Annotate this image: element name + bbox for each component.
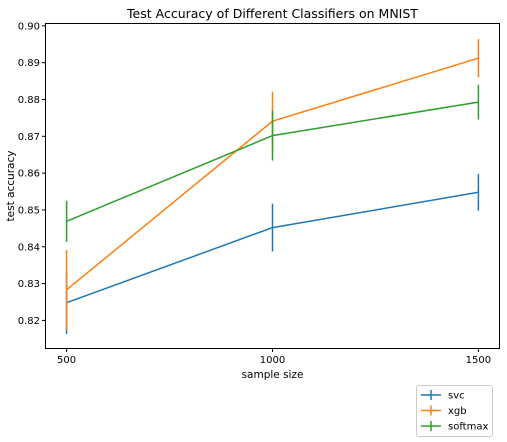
legend-label: xgb: [448, 406, 467, 417]
y-tick-label: 0.82: [18, 316, 40, 327]
x-tick-label: 1500: [466, 355, 491, 366]
x-axis-label: sample size: [242, 369, 304, 381]
y-tick-label: 0.85: [18, 205, 40, 216]
y-tick-label: 0.86: [18, 169, 40, 180]
legend: svc xgb softmax: [416, 385, 493, 437]
series-softmax: [65, 84, 480, 242]
legend-item-svc: svc: [421, 390, 465, 402]
plot-frame: [45, 23, 500, 349]
x-tick-label: 1000: [260, 355, 285, 366]
x-tick-label: 500: [57, 355, 76, 366]
y-tick-label: 0.88: [18, 95, 40, 106]
y-tick-label: 0.83: [18, 279, 40, 290]
y-tick-label: 0.87: [18, 132, 40, 143]
y-axis: 0.82 0.83 0.84 0.85 0.86 0.87 0.88 0.89 0.90: [18, 21, 46, 327]
series-layer: [65, 39, 480, 335]
y-tick-label: 0.89: [18, 58, 40, 69]
legend-label: svc: [448, 391, 465, 402]
chart-title: Test Accuracy of Different Classifiers o…: [126, 6, 418, 21]
y-tick-label: 0.84: [18, 242, 40, 253]
legend-item-xgb: xgb: [421, 405, 467, 417]
legend-frame: [416, 385, 493, 437]
x-axis: 500 1000 1500: [57, 348, 491, 366]
legend-label: softmax: [448, 422, 488, 433]
y-axis-label: test accuracy: [5, 151, 17, 222]
y-tick-label: 0.90: [18, 21, 40, 32]
legend-item-softmax: softmax: [421, 421, 488, 433]
plot-area: [45, 23, 500, 349]
